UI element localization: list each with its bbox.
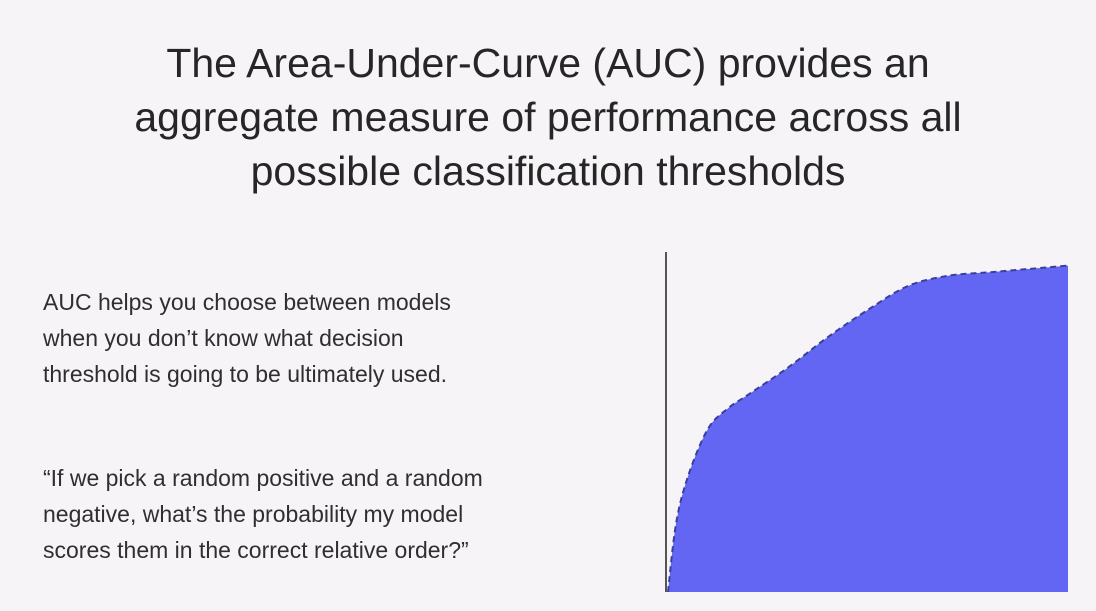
- auc-area-fill: [668, 265, 1068, 592]
- paragraph-line: when you don’t know what decision: [43, 325, 404, 351]
- paragraph-line: “If we pick a random positive and a rand…: [43, 465, 483, 491]
- paragraph-line: scores them in the correct relative orde…: [43, 537, 469, 563]
- auc-quote-paragraph: “If we pick a random positive and a rand…: [43, 460, 603, 568]
- paragraph-line: threshold is going to be ultimately used…: [43, 361, 448, 387]
- auc-area-chart: [665, 252, 1069, 593]
- slide-title: The Area-Under-Curve (AUC) provides an a…: [40, 36, 1056, 198]
- title-line: The Area-Under-Curve (AUC) provides an: [166, 40, 930, 86]
- paragraph-line: negative, what’s the probability my mode…: [43, 501, 464, 527]
- auc-curve-line: [667, 264, 1069, 593]
- auc-explanation-paragraph: AUC helps you choose between models when…: [43, 284, 603, 392]
- paragraph-line: AUC helps you choose between models: [43, 289, 451, 315]
- title-line: possible classification thresholds: [250, 148, 846, 194]
- title-line: aggregate measure of performance across …: [134, 94, 962, 140]
